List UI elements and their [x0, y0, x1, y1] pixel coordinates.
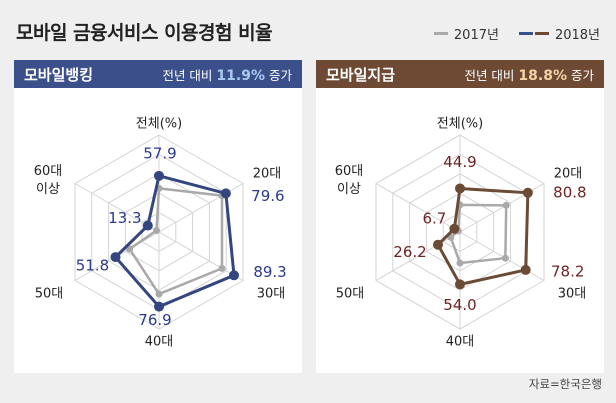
- chart-title: 모바일 금융서비스 이용경험 비율: [16, 22, 273, 44]
- data-point: [456, 259, 464, 267]
- axis-label: 20대: [253, 167, 282, 182]
- axis-label: 50대: [336, 287, 365, 302]
- data-label: 13.3: [108, 209, 141, 227]
- axis-label: 전체(%): [136, 117, 182, 132]
- panel-title: 모바일뱅킹: [24, 65, 94, 84]
- legend-label-2018: 2018년: [554, 28, 600, 43]
- legend-swatch-2017: [433, 32, 448, 35]
- data-point: [229, 270, 240, 281]
- data-point: [455, 279, 465, 290]
- panel-header: 모바일지급 전년 대비 18.8% 증가: [316, 60, 604, 88]
- data-point: [154, 170, 164, 181]
- subtitle-post: 증가: [268, 67, 292, 83]
- axis-label: 40대: [446, 335, 475, 350]
- legend: 2017년 2018년: [433, 24, 600, 43]
- axis-label-line: 이상: [337, 182, 361, 197]
- data-point: [155, 290, 163, 298]
- axis-label-line: 60대: [335, 164, 364, 179]
- axis-label-line: 60대: [34, 164, 63, 179]
- legend-swatch-2018-blue: [518, 32, 533, 35]
- data-label: 44.9: [443, 153, 476, 171]
- data-point: [522, 187, 533, 198]
- data-point: [152, 227, 160, 235]
- data-point: [501, 254, 509, 262]
- data-point: [432, 239, 443, 250]
- data-label: 79.6: [251, 187, 284, 205]
- legend-label-2017: 2017년: [453, 28, 499, 43]
- growth-value: 18.8%: [518, 67, 567, 84]
- panel-header: 모바일뱅킹 전년 대비 11.9% 증가: [14, 60, 302, 88]
- data-point: [502, 201, 510, 209]
- data-label: 26.2: [393, 243, 426, 261]
- data-point: [218, 264, 226, 272]
- data-label: 78.2: [551, 262, 584, 280]
- axis-label-line: 이상: [36, 182, 60, 197]
- data-point: [110, 252, 121, 263]
- data-point: [455, 183, 465, 194]
- axis-label: 30대: [257, 287, 286, 302]
- growth-value: 11.9%: [216, 67, 265, 84]
- grid-spoke: [375, 231, 461, 281]
- data-point: [520, 264, 531, 275]
- grid-spoke: [158, 231, 244, 281]
- data-label: 54.0: [443, 296, 476, 314]
- data-label: 76.9: [138, 311, 171, 329]
- subtitle-post: 증가: [570, 67, 594, 83]
- panel-subtitle: 전년 대비 18.8% 증가: [464, 65, 594, 84]
- data-label: 6.7: [422, 209, 446, 227]
- axis-label: 50대: [35, 287, 64, 302]
- legend-swatch-2018-brown: [534, 32, 549, 35]
- data-point: [449, 223, 460, 234]
- data-point: [142, 220, 153, 231]
- grid-spoke: [459, 231, 545, 281]
- panel-mobile-banking: 모바일뱅킹 전년 대비 11.9% 증가: [14, 60, 302, 373]
- grid-spoke: [375, 183, 461, 233]
- subtitle-pre: 전년 대비: [162, 67, 213, 83]
- panel-title: 모바일지급: [326, 65, 396, 84]
- data-label: 80.8: [553, 183, 586, 201]
- panel-subtitle: 전년 대비 11.9% 증가: [162, 65, 292, 84]
- data-label: 89.3: [253, 263, 286, 281]
- data-label: 51.8: [76, 257, 109, 275]
- source-note: 자료=한국은행: [528, 377, 602, 391]
- axis-label: 40대: [145, 335, 174, 350]
- data-point: [154, 301, 164, 312]
- axis-label: 전체(%): [437, 117, 483, 132]
- subtitle-pre: 전년 대비: [464, 67, 515, 83]
- data-label: 57.9: [143, 144, 176, 162]
- axis-label: 30대: [558, 287, 587, 302]
- axis-label: 20대: [554, 167, 583, 182]
- data-point: [220, 188, 231, 199]
- data-point: [126, 245, 134, 253]
